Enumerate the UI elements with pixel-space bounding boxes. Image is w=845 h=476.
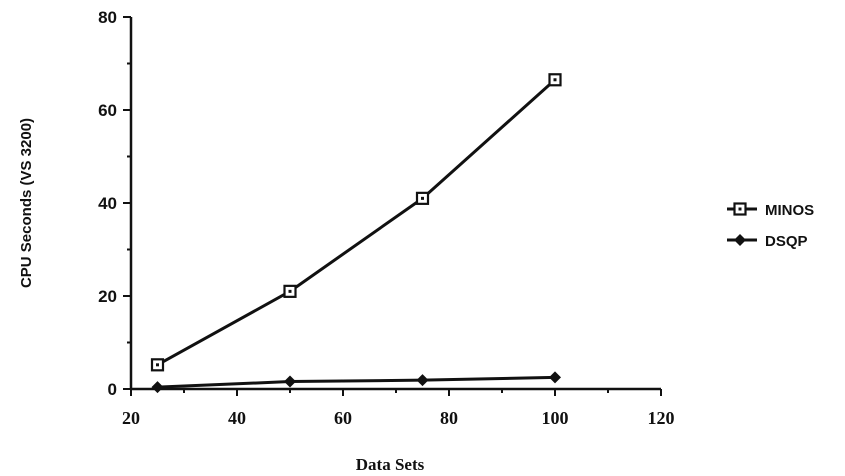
x-tick-label: 60	[334, 408, 352, 428]
data-point-minos	[283, 284, 297, 298]
data-point-dsqp	[549, 371, 561, 384]
legend-marker-minos	[733, 202, 747, 216]
y-tick-label: 20	[98, 287, 117, 306]
data-point-dsqp	[151, 381, 164, 394]
data-point-minos	[415, 191, 430, 205]
legend: MINOS DSQP	[727, 202, 814, 250]
legend-marker-dsqp	[734, 234, 746, 246]
x-tick-label: 80	[440, 408, 458, 428]
axes	[129, 17, 661, 391]
y-tick-label: 60	[98, 101, 117, 120]
data-point-dsqp	[416, 374, 429, 387]
x-axis-title: Data Sets	[356, 455, 425, 474]
x-ticks: 20 40 60 80 100 120	[122, 389, 675, 428]
series-line-minos	[156, 78, 557, 367]
data-point-minos	[150, 358, 165, 372]
y-tick-label: 40	[98, 194, 117, 213]
y-tick-label: 80	[98, 8, 117, 27]
x-tick-label: 100	[542, 408, 569, 428]
y-tick-label: 0	[108, 380, 117, 399]
x-tick-label: 20	[122, 408, 140, 428]
series-line-dsqp	[157, 375, 556, 389]
y-ticks: 0 20 40 60 80	[98, 8, 131, 399]
data-point-minos	[548, 73, 562, 87]
y-axis-title: CPU Seconds (VS 3200)	[18, 118, 35, 288]
x-tick-label: 120	[648, 408, 675, 428]
legend-label-minos: MINOS	[765, 202, 814, 219]
data-point-dsqp	[284, 375, 296, 388]
x-tick-label: 40	[228, 408, 246, 428]
legend-label-dsqp: DSQP	[765, 233, 808, 250]
series-layer	[150, 73, 562, 394]
